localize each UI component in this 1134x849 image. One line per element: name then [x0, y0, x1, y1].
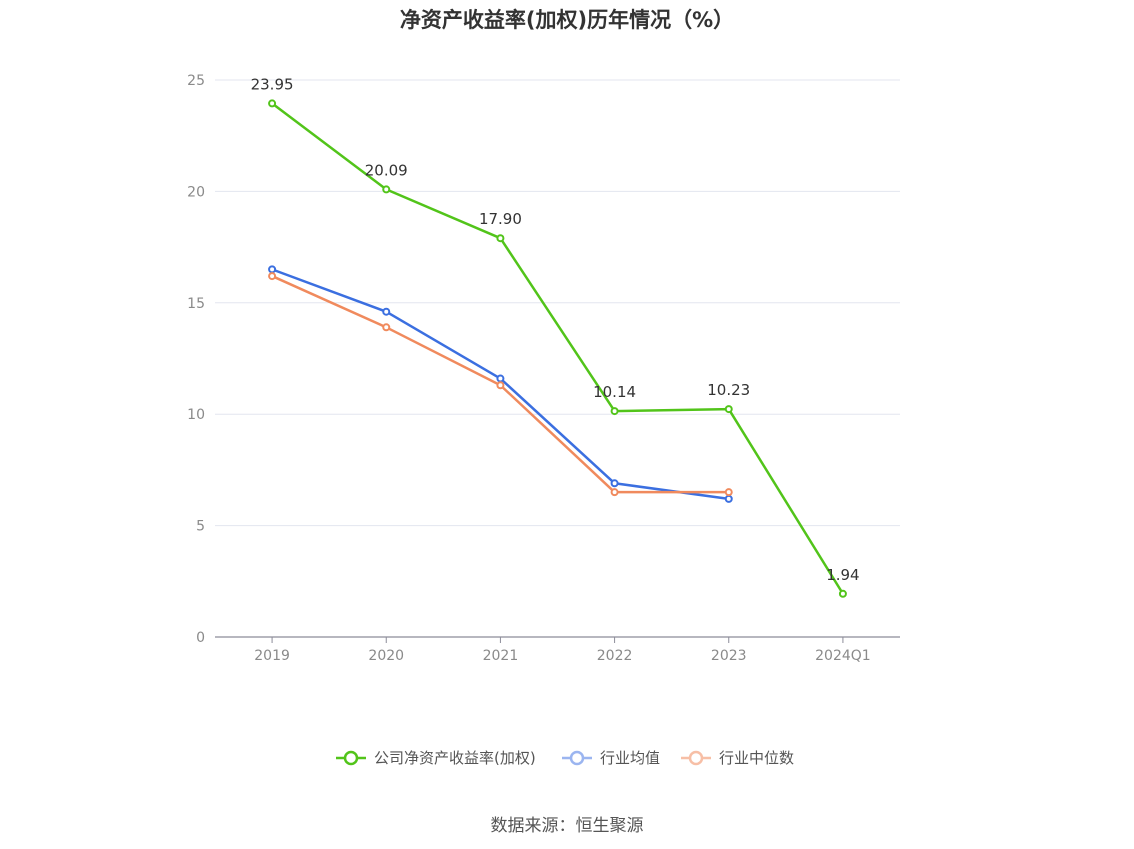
x-tick-label: 2023: [711, 648, 747, 664]
y-tick-label: 25: [187, 73, 205, 89]
y-tick-label: 20: [187, 184, 205, 200]
data-point-series-2: [268, 272, 277, 281]
y-tick-label: 5: [196, 519, 205, 535]
legend[interactable]: 公司净资产收益率(加权) 行业均值 行业中位数: [336, 749, 794, 767]
x-tick-label: 2022: [597, 648, 633, 664]
data-point-series-1: [610, 479, 619, 488]
legend-item-2[interactable]: 行业中位数: [681, 749, 794, 767]
data-point-series-2: [724, 488, 733, 497]
data-point-series-0: [268, 99, 277, 108]
data-point-series-1: [268, 265, 277, 274]
data-labels: 23.95 20.09 17.90 10.14 10.23 1.94: [251, 75, 860, 583]
data-label: 20.09: [365, 161, 408, 179]
y-tick-label: 0: [196, 630, 205, 646]
grid-lines: [215, 79, 900, 527]
data-label: 1.94: [826, 566, 859, 584]
legend-swatch-marker: [569, 750, 585, 766]
x-tick-label: 2019: [254, 648, 290, 664]
data-point-series-0: [496, 234, 505, 243]
x-tick-label: 2024Q1: [815, 648, 871, 664]
x-axis: 2019 2020 2021 2022 2023 2024Q1: [215, 636, 900, 664]
data-point-series-1: [724, 494, 733, 503]
y-tick-label: 10: [187, 407, 205, 423]
data-point-series-0: [610, 407, 619, 416]
legend-label: 行业均值: [600, 749, 660, 767]
data-label: 17.90: [479, 210, 522, 228]
data-label: 10.23: [707, 381, 750, 399]
data-source-note: 数据来源：恒生聚源: [490, 816, 644, 836]
data-point-series-2: [496, 381, 505, 390]
data-point-series-0: [382, 185, 391, 194]
data-label: 23.95: [251, 75, 294, 93]
series-line-0: [271, 102, 844, 595]
data-point-series-2: [610, 488, 619, 497]
data-point-series-2: [382, 323, 391, 332]
y-axis: 0 5 10 15 20 25: [187, 73, 205, 646]
legend-swatch-marker: [343, 750, 359, 766]
legend-label: 公司净资产收益率(加权): [374, 749, 536, 767]
y-tick-label: 15: [187, 296, 205, 312]
legend-item-1[interactable]: 行业均值: [562, 749, 660, 767]
data-point-series-1: [382, 307, 391, 316]
data-point-series-1: [496, 374, 505, 383]
data-point-series-0: [724, 405, 733, 414]
legend-swatch-marker: [688, 750, 704, 766]
legend-label: 行业中位数: [719, 749, 794, 767]
x-tick-label: 2020: [368, 648, 404, 664]
x-tick-label: 2021: [483, 648, 519, 664]
legend-item-0[interactable]: 公司净资产收益率(加权): [336, 749, 536, 767]
data-label: 10.14: [593, 383, 636, 401]
roe-line-chart: 0 5 10 15 20 25 2019 2020 2021 2022 2023 2024Q1 23…: [187, 73, 900, 767]
series-group: [268, 99, 847, 598]
data-point-series-0: [838, 589, 847, 598]
chart-title: 净资产收益率(加权)历年情况（%）: [399, 8, 735, 32]
